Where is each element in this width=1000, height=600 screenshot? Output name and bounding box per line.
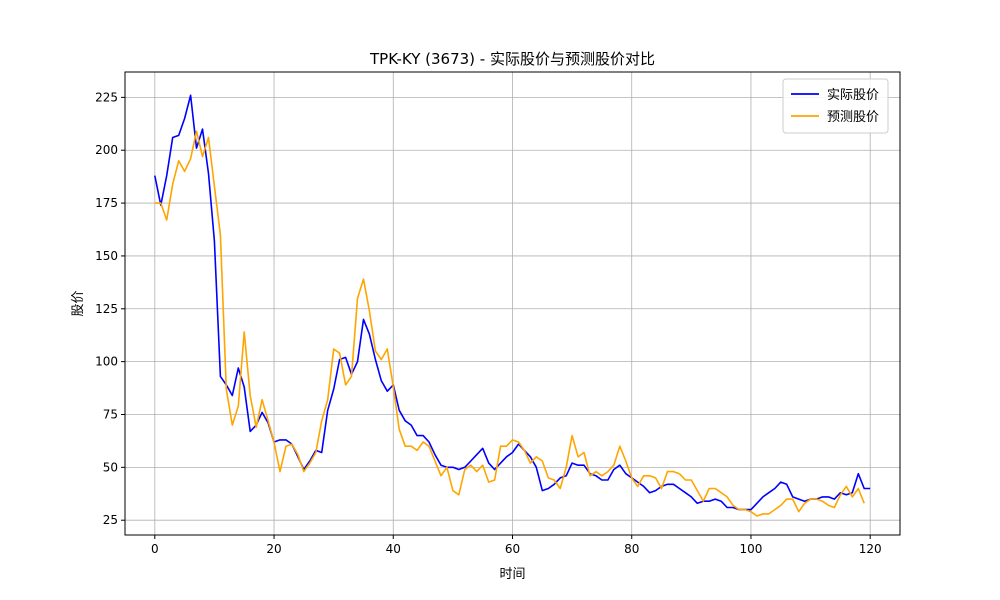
series-lines bbox=[154, 94, 871, 517]
x-tick-label: 120 bbox=[859, 542, 882, 556]
y-tick-label: 200 bbox=[95, 143, 118, 157]
x-tick-label: 40 bbox=[386, 542, 401, 556]
y-tick-label: 150 bbox=[95, 249, 118, 263]
x-tick-label: 60 bbox=[505, 542, 520, 556]
y-tick-label: 125 bbox=[95, 302, 118, 316]
y-axis-label: 股价 bbox=[71, 290, 86, 316]
axis-ticks: 0 20 40 60 80 100 120 25 50 75 100 125 150 175 200 225 bbox=[95, 90, 882, 556]
legend-label: 预测股价 bbox=[827, 110, 879, 125]
legend-box bbox=[782, 78, 889, 134]
x-tick-label: 20 bbox=[266, 542, 281, 556]
y-tick-label: 100 bbox=[95, 355, 118, 369]
y-tick-label: 75 bbox=[103, 407, 118, 421]
x-axis-label: 时间 bbox=[499, 567, 525, 582]
x-tick-label: 0 bbox=[151, 542, 159, 556]
series-line-2 bbox=[154, 130, 865, 517]
x-tick-label: 80 bbox=[624, 542, 639, 556]
chart-title: TPK-KY (3673) - 实际股价与预测股价对比 bbox=[369, 50, 655, 68]
x-tick-label: 100 bbox=[740, 542, 763, 556]
grid bbox=[125, 72, 900, 535]
y-tick-label: 50 bbox=[103, 460, 118, 474]
y-tick-label: 225 bbox=[95, 90, 118, 104]
legend-label: 实际股价 bbox=[827, 88, 879, 103]
y-tick-label: 175 bbox=[95, 196, 118, 210]
y-tick-label: 25 bbox=[103, 513, 118, 527]
